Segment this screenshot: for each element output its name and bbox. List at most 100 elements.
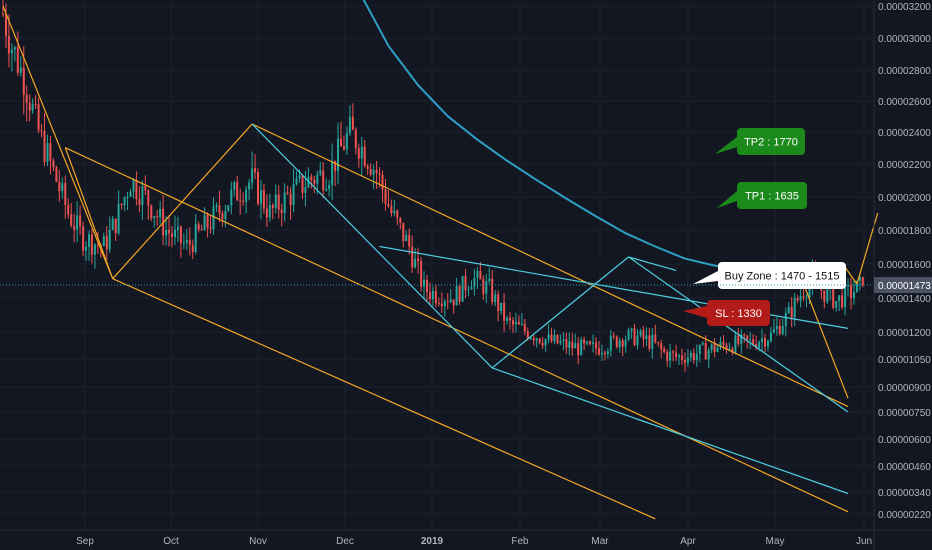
candle-body [387,204,390,207]
candle-body [257,172,259,204]
candle-body [90,234,93,255]
candle-body [506,317,508,321]
candle-body [381,174,384,190]
candle-body [105,236,108,250]
price-tick-label: 0.00001050 [878,355,931,366]
candle-body [633,328,636,346]
candle-body [191,244,194,253]
candle-body [5,14,7,36]
candle-body [31,104,34,111]
candle-body [351,116,354,130]
candle-body [618,340,621,347]
candle-body [580,339,583,355]
candle-body [609,335,612,352]
candle-body [654,334,657,342]
candle-body [559,341,562,344]
candle-body [826,288,829,302]
candle-body [841,295,844,308]
candle-body [769,332,772,341]
candle-body [713,344,716,352]
annotation-stop[interactable]: SL : 1330 [683,300,770,326]
candle-body [805,297,808,299]
candle-body [683,360,686,363]
candle-body [366,166,369,169]
candle-body [58,181,61,192]
time-tick-label: May [766,536,785,547]
candle-body [434,291,437,304]
candle-body [7,36,10,54]
candle-body [485,281,488,294]
candle-body [310,176,313,181]
orange-trendline [112,278,656,520]
candle-body [414,258,417,268]
candle-body [666,352,669,361]
price-tick-label: 0.00003200 [878,2,931,13]
candle-body [464,276,467,291]
candle-body [369,169,372,175]
annotation-entry[interactable]: Buy Zone : 1470 - 1515 [693,262,846,289]
annotation-target[interactable]: TP2 : 1770 [715,128,805,155]
candle-body [437,303,440,305]
candle-body [494,294,497,302]
candle-body [248,182,251,190]
orange-trendline [64,147,114,279]
candle-body [746,335,749,340]
candle-body [206,215,209,228]
candle-body [340,138,342,147]
candle-body [645,335,648,339]
candle-body [710,344,713,351]
candle-body [120,203,123,206]
candle-body [586,341,589,344]
candle-body [775,325,778,330]
candle-body [802,296,805,298]
price-tick-label: 0.00003000 [878,34,931,45]
candle-body [535,338,538,341]
candle-body [411,246,414,268]
candle-body [150,205,153,219]
candle-body [627,330,630,340]
candle-body [743,334,746,336]
candle-body [678,355,680,357]
candle-body [740,334,743,344]
candle-body [787,307,790,314]
annotation-target[interactable]: TP1 : 1635 [717,182,807,209]
candle-body [102,236,105,247]
candle-body [218,205,221,214]
candle-body [832,286,835,308]
candle-body [636,335,639,346]
callout-tail [693,271,718,284]
current-price-label: 0.00001473 [878,281,931,292]
candle-body [858,277,861,281]
candle-body [440,303,443,306]
candle-body [49,143,52,161]
candle-body [583,339,586,344]
candle-body [298,175,301,179]
candle-body [660,343,663,350]
candle-body [390,206,393,214]
candle-body [737,335,740,344]
candle-body [334,160,337,172]
candle-body [503,302,506,321]
price-tick-label: 0.00000340 [878,488,931,499]
candle-body [479,270,482,280]
candle-body [325,188,328,191]
callout-tail [683,306,707,318]
candle-body [185,240,188,243]
candle-body [375,169,378,174]
candle-body [808,283,811,298]
candle-body [396,210,399,218]
candle-body [108,229,111,250]
time-tick-label: Sep [76,536,94,547]
callout-box [707,300,770,326]
candle-body [179,226,182,244]
candle-body [514,321,517,325]
candle-body [233,182,236,190]
candle-body [417,258,420,262]
candle-body [784,313,787,327]
candle-body [749,339,752,341]
candle-body [19,67,22,73]
candle-body [378,173,381,175]
candle-body [34,104,37,106]
candle-body [568,341,571,348]
